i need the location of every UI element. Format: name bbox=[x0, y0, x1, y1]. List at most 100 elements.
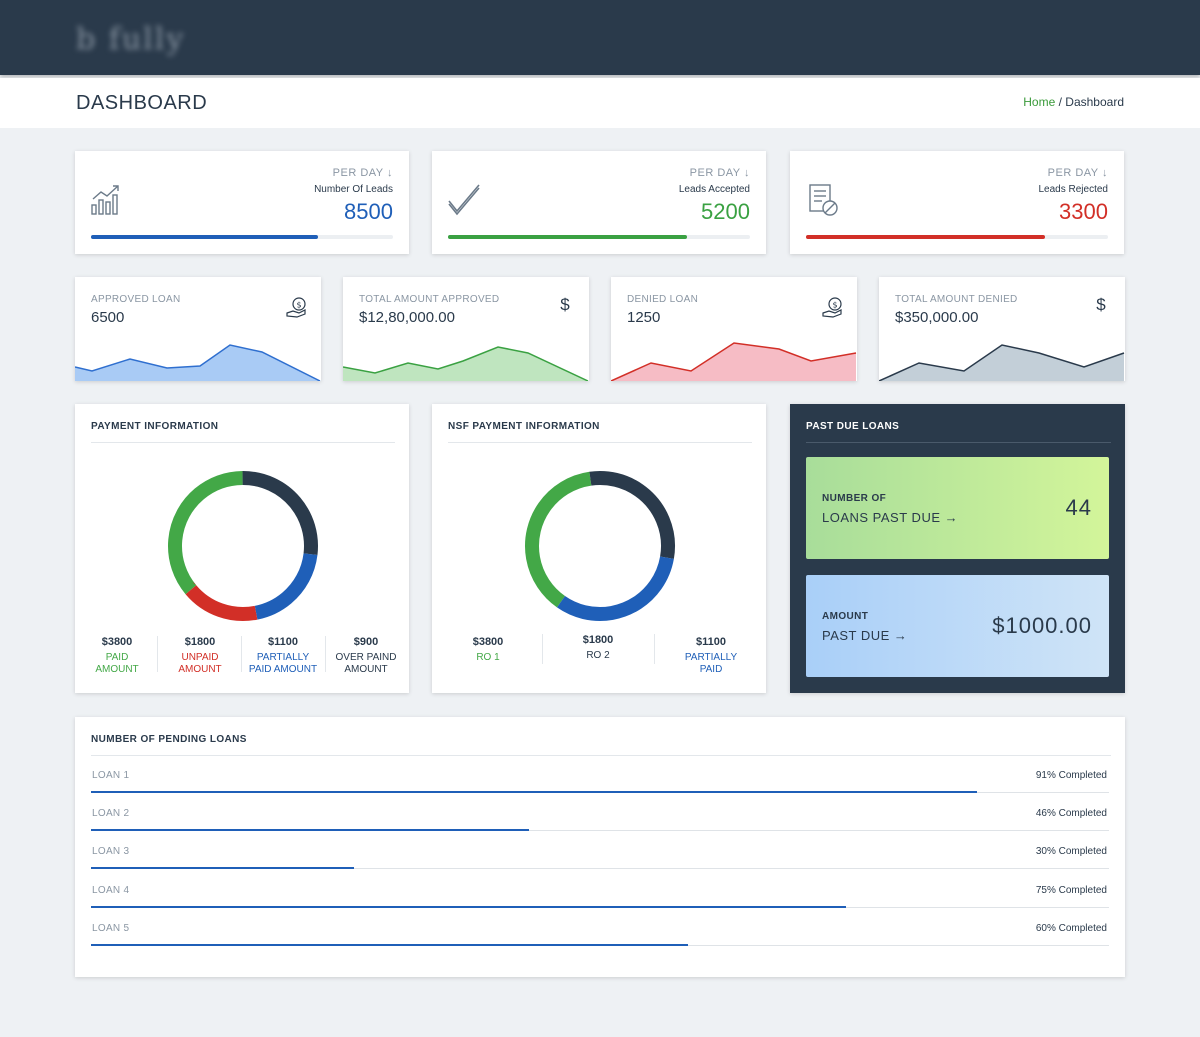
loan-progress-track bbox=[91, 868, 1109, 869]
donut-segment-unpaid-amount bbox=[167, 471, 318, 621]
legend-label: UNPAID bbox=[181, 652, 219, 663]
kpi-value: 8500 bbox=[344, 199, 393, 224]
checkmark-icon bbox=[448, 184, 480, 216]
legend-item-ro1: $3800 RO 1 bbox=[458, 636, 518, 664]
per-day-dropdown[interactable]: PER DAY ↓ bbox=[1047, 167, 1108, 179]
stat-label: APPROVED LOAN bbox=[91, 294, 181, 305]
stat-label: TOTAL AMOUNT DENIED bbox=[895, 294, 1018, 305]
amount-past-due-link[interactable]: PAST DUE → bbox=[822, 628, 908, 643]
dollar-icon: $ bbox=[1096, 295, 1106, 314]
stat-card-total-denied[interactable]: TOTAL AMOUNT DENIED $350,000.00 $ bbox=[879, 277, 1125, 381]
denied-loan-sparkline bbox=[611, 342, 857, 381]
kpi-progress-track bbox=[806, 235, 1108, 239]
breadcrumb-home-link[interactable]: Home bbox=[1023, 95, 1056, 109]
stat-card-total-approved[interactable]: TOTAL AMOUNT APPROVED $12,80,000.00 $ bbox=[343, 277, 589, 381]
loan-name: LOAN 5 bbox=[92, 923, 130, 934]
sparkline-area bbox=[343, 347, 588, 381]
loans-past-due-small-label: NUMBER OF bbox=[822, 493, 887, 504]
loan-completion: 46% Completed bbox=[1035, 808, 1107, 819]
donut-segment-partially-paid bbox=[525, 471, 675, 621]
brand-logo[interactable]: b fully bbox=[76, 22, 186, 57]
pending-loan-row[interactable]: LOAN 5 60% Completed bbox=[91, 909, 1109, 947]
legend-amount: $1800 bbox=[582, 634, 614, 646]
loan-name: LOAN 2 bbox=[92, 808, 130, 819]
legend-item-over-paid: $900 OVER PAIND AMOUNT bbox=[331, 636, 401, 676]
kpi-progress-fill bbox=[91, 235, 318, 239]
divider bbox=[91, 442, 395, 443]
divider bbox=[542, 634, 543, 664]
pending-loan-row[interactable]: LOAN 3 30% Completed bbox=[91, 832, 1109, 870]
approved-loan-sparkline bbox=[75, 344, 321, 381]
sparkline-area bbox=[879, 345, 1124, 381]
stat-value: $12,80,000.00 bbox=[359, 309, 455, 326]
stat-value: 1250 bbox=[627, 309, 661, 326]
sparkline-line bbox=[879, 344, 1125, 381]
loan-name: LOAN 4 bbox=[92, 885, 130, 896]
kpi-progress-fill bbox=[448, 235, 687, 239]
loan-progress-fill bbox=[91, 944, 688, 946]
loans-past-due-value: 44 bbox=[1065, 495, 1092, 520]
breadcrumb: Home / Dashboard bbox=[1023, 95, 1124, 109]
divider bbox=[157, 636, 158, 672]
stat-label: TOTAL AMOUNT APPROVED bbox=[359, 294, 500, 305]
breadcrumb-current: Dashboard bbox=[1065, 95, 1124, 109]
kpi-value: 3300 bbox=[1059, 199, 1108, 224]
section-title: PAST DUE LOANS bbox=[806, 421, 900, 432]
loan-progress-fill bbox=[91, 829, 529, 831]
svg-text:$: $ bbox=[297, 301, 302, 310]
payment-information-card: PAYMENT INFORMATION $3800 PAID AMOUNT $1… bbox=[75, 404, 409, 693]
svg-text:$: $ bbox=[833, 301, 838, 310]
legend-label: RO 1 bbox=[476, 652, 500, 663]
kpi-progress-track bbox=[448, 235, 750, 239]
loans-past-due-link[interactable]: LOANS PAST DUE → bbox=[822, 510, 959, 525]
rejected-document-icon bbox=[809, 184, 838, 216]
nsf-payment-information-card: NSF PAYMENT INFORMATION $3800 RO 1 $1800… bbox=[432, 404, 766, 693]
pending-loan-row[interactable]: LOAN 2 46% Completed bbox=[91, 794, 1109, 832]
kpi-progress-track bbox=[91, 235, 393, 239]
kpi-progress-fill bbox=[806, 235, 1045, 239]
kpi-card-accepted[interactable]: PER DAY ↓ Leads Accepted 5200 bbox=[432, 151, 766, 254]
loan-completion: 91% Completed bbox=[1035, 770, 1107, 781]
loan-name: LOAN 3 bbox=[92, 846, 130, 857]
donut-segment-ro-2 bbox=[525, 471, 675, 621]
loan-name: LOAN 1 bbox=[92, 770, 130, 781]
sparkline-line bbox=[343, 346, 589, 381]
total-approved-sparkline bbox=[343, 346, 589, 381]
section-title: NUMBER OF PENDING LOANS bbox=[91, 734, 247, 745]
kpi-subtitle: Leads Rejected bbox=[1038, 184, 1109, 195]
total-denied-sparkline bbox=[879, 344, 1125, 381]
divider bbox=[448, 442, 752, 443]
stat-value: $350,000.00 bbox=[895, 309, 979, 326]
stat-value: 6500 bbox=[91, 309, 125, 326]
pending-loan-row[interactable]: LOAN 1 91% Completed bbox=[91, 756, 1109, 794]
past-due-loans-card: PAST DUE LOANS NUMBER OF LOANS PAST DUE … bbox=[790, 404, 1125, 693]
amount-past-due-box[interactable]: AMOUNT PAST DUE → $1000.00 bbox=[806, 575, 1109, 677]
loan-progress-fill bbox=[91, 906, 847, 908]
pending-loans-card: NUMBER OF PENDING LOANS LOAN 1 91% Compl… bbox=[75, 717, 1125, 977]
stat-card-approved-loan[interactable]: APPROVED LOAN 6500 $ bbox=[75, 277, 321, 381]
loan-progress-fill bbox=[91, 867, 354, 869]
loan-progress-fill bbox=[91, 791, 977, 793]
legend-amount: $1100 bbox=[268, 636, 298, 648]
divider bbox=[91, 755, 1111, 756]
loans-past-due-box[interactable]: NUMBER OF LOANS PAST DUE → 44 bbox=[806, 457, 1109, 559]
per-day-dropdown[interactable]: PER DAY ↓ bbox=[689, 167, 750, 179]
per-day-dropdown[interactable]: PER DAY ↓ bbox=[332, 167, 393, 179]
legend-label: PARTIALLY bbox=[684, 652, 738, 663]
nsf-donut-chart bbox=[525, 471, 675, 621]
kpi-subtitle: Leads Accepted bbox=[678, 184, 750, 195]
legend-label: PAID bbox=[699, 664, 723, 675]
legend-amount: $1800 bbox=[184, 636, 216, 648]
kpi-card-rejected[interactable]: PER DAY ↓ Leads Rejected 3300 bbox=[790, 151, 1124, 254]
legend-item-unpaid: $1800 UNPAID AMOUNT bbox=[171, 636, 229, 676]
kpi-card-leads[interactable]: PER DAY ↓ Number Of Leads 8500 bbox=[75, 151, 409, 254]
legend-item-partially-paid: $1100 PARTIALLY PAID AMOUNT bbox=[245, 636, 321, 676]
legend-label: PARTIALLY bbox=[256, 652, 310, 663]
pending-loan-row[interactable]: LOAN 4 75% Completed bbox=[91, 871, 1109, 909]
page-title: DASHBOARD bbox=[76, 92, 208, 114]
stat-card-denied-loan[interactable]: DENIED LOAN 1250 $ bbox=[611, 277, 857, 381]
divider bbox=[654, 634, 655, 664]
kpi-value: 5200 bbox=[701, 199, 750, 224]
legend-amount: $3800 bbox=[101, 636, 133, 648]
legend-label: AMOUNT bbox=[95, 664, 139, 675]
